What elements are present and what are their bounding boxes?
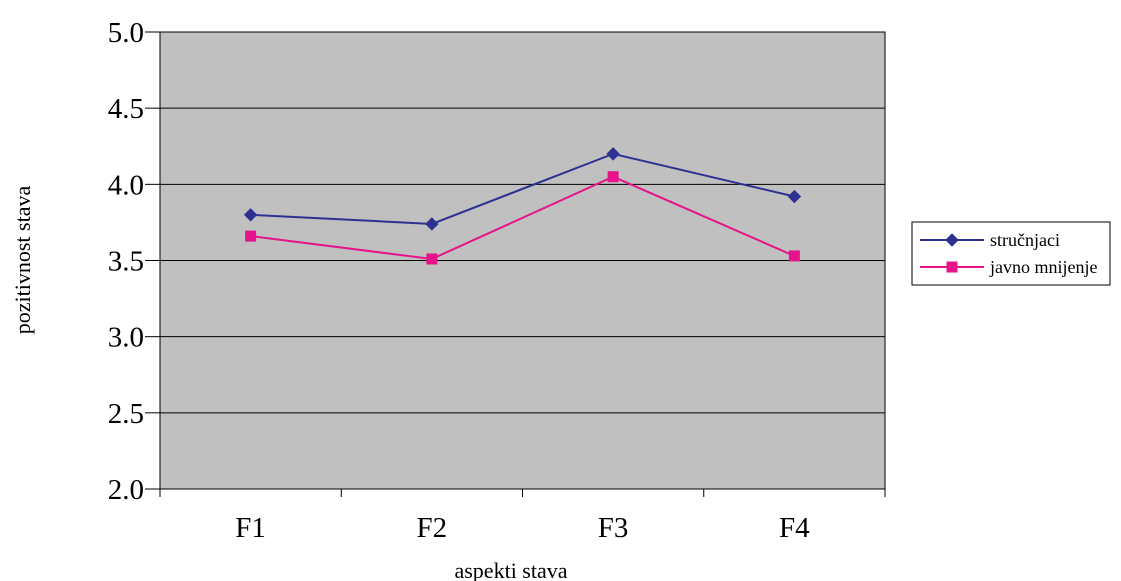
legend-label-0: stručnjaci	[990, 230, 1060, 250]
series-0	[243, 147, 802, 231]
y-tick-label-3: 3.5	[108, 246, 144, 278]
legend-marker-0	[945, 233, 959, 247]
y-axis-title: pozitivnost stava	[10, 186, 35, 335]
y-tick-label-4: 4.0	[108, 169, 144, 201]
data-point-1-1	[426, 253, 438, 265]
data-point-0-3	[787, 189, 802, 204]
y-tick-label-5: 4.5	[108, 93, 144, 125]
data-point-0-0	[243, 208, 258, 222]
x-tick-labels: F1 F2 F3 F4	[235, 512, 810, 544]
y-tick-labels: 2.0 2.5 3.0 3.5 4.0 4.5 5.0	[108, 17, 144, 506]
x-tick-label-f4: F4	[779, 512, 810, 544]
data-point-1-0	[245, 230, 257, 242]
axes	[145, 31, 886, 497]
series-line-0	[250, 152, 795, 225]
data-point-1-3	[788, 250, 800, 262]
x-tick-label-f2: F2	[417, 512, 448, 544]
x-tick-label-f1: F1	[235, 512, 266, 544]
x-axis-title: aspekti stava	[454, 558, 567, 581]
series	[243, 147, 802, 265]
data-point-1-2	[607, 171, 619, 183]
legend-entry-1: javno mnijenje	[920, 257, 1097, 277]
legend-items: stručnjaci javno mnijenje	[920, 230, 1097, 277]
legend: stručnjaci javno mnijenje	[911, 221, 1111, 286]
y-tick-label-1: 2.5	[108, 398, 144, 430]
y-tick-label-6: 5.0	[108, 17, 144, 49]
data-point-0-2	[606, 147, 620, 161]
y-tick-label-0: 2.0	[108, 474, 144, 506]
legend-box	[911, 221, 1111, 286]
series-1	[245, 171, 800, 265]
legend-label-1: javno mnijenje	[989, 257, 1097, 277]
x-tick-label-f3: F3	[598, 512, 629, 544]
y-tick-label-2: 3.0	[108, 322, 144, 354]
legend-entry-0: stručnjaci	[920, 230, 1060, 250]
gridlines	[160, 107, 885, 414]
data-point-0-1	[425, 217, 439, 231]
legend-marker-1	[946, 261, 958, 273]
series-line-1	[250, 175, 795, 261]
